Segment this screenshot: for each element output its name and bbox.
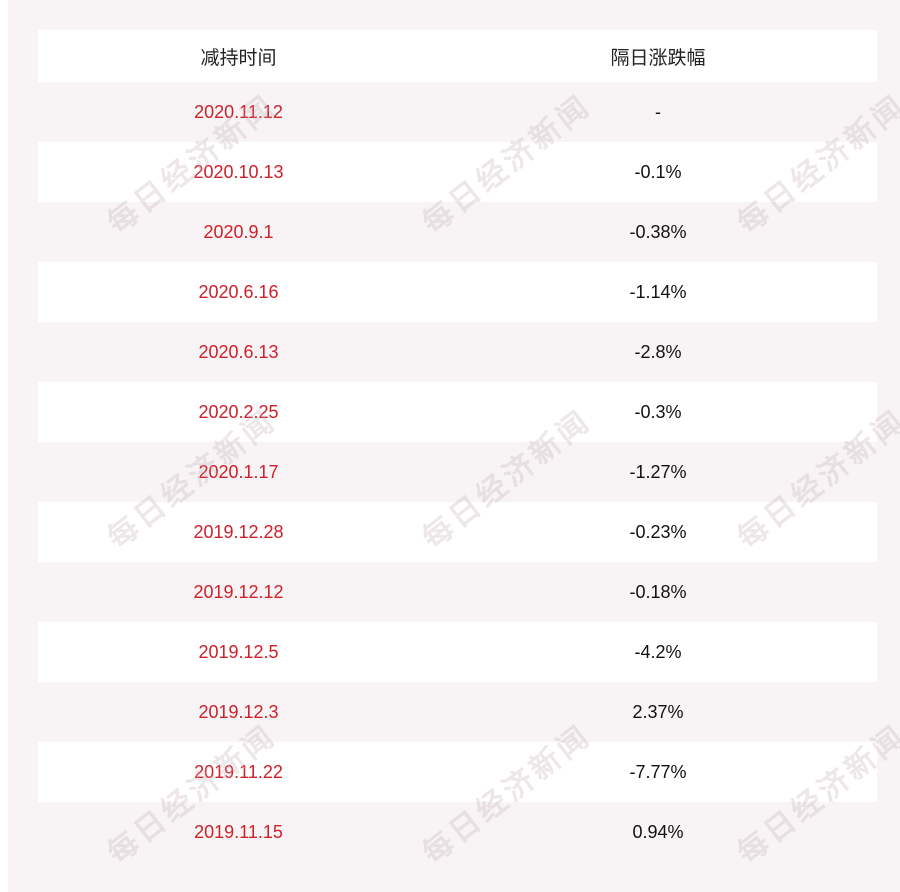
column-header-change: 隔日涨跌幅 <box>610 47 706 69</box>
column-header-date: 减持时间 <box>200 47 277 69</box>
reduction-date-cell: 2020.2.25 <box>198 401 279 422</box>
table-row: 2020.6.16 -1.14% <box>38 262 877 322</box>
holding-reduction-table: 减持时间 隔日涨跌幅 2020.11.12-2020.10.13 -0.1% 202… <box>38 30 877 862</box>
table-row: 2020.11.12 - <box>38 82 877 142</box>
next-day-change-cell: -0.3% <box>634 401 682 422</box>
table-row: 2019.12.3 2.37% <box>38 682 877 742</box>
next-day-change-cell: -0.38% <box>629 221 687 242</box>
reduction-date-cell: 2019.12.5 <box>198 641 279 662</box>
reduction-date-cell: 2020.6.16 <box>198 281 279 302</box>
table-row: 2019.12.28 -0.23% <box>38 502 877 562</box>
next-day-change-cell: -1.14% <box>629 281 687 302</box>
next-day-change-cell: 2.37% <box>632 701 684 722</box>
next-day-change-cell: -4.2% <box>634 641 682 662</box>
table-row: 2019.12.12 -0.18% <box>38 562 877 622</box>
reduction-date-cell: 2019.12.28 <box>193 521 284 542</box>
reduction-date-cell: 2019.11.22 <box>194 761 283 782</box>
reduction-date-cell: 2020.11.12 <box>194 101 283 122</box>
next-day-change-cell: -1.27% <box>629 461 687 482</box>
next-day-change-cell: 0.94% <box>632 821 684 842</box>
table-row: 2020.10.13 -0.1% <box>38 142 877 202</box>
next-day-change-cell: -0.23% <box>629 521 687 542</box>
table-row: 2020.2.25 -0.3% <box>38 382 877 442</box>
table-row: 2020.1.17 -1.27% <box>38 442 877 502</box>
table-row: 2019.11.22 -7.77% <box>38 742 877 802</box>
table-row: 2020.9.1 -0.38% <box>38 202 877 262</box>
table-header-row: 减持时间 隔日涨跌幅 <box>38 30 877 82</box>
reduction-date-cell: 2019.12.12 <box>193 581 284 602</box>
next-day-change-cell: -0.1% <box>634 161 682 182</box>
table-row: 2019.12.5 -4.2% <box>38 622 877 682</box>
next-day-change-cell: -7.77% <box>629 761 687 782</box>
reduction-date-cell: 2019.12.3 <box>198 701 279 722</box>
next-day-change-cell: - <box>655 101 661 122</box>
reduction-date-cell: 2020.6.13 <box>198 341 279 362</box>
content-panel: 减持时间 隔日涨跌幅 2020.11.12-2020.10.13 -0.1% 202… <box>8 0 900 892</box>
reduction-date-cell: 2020.10.13 <box>193 161 284 182</box>
reduction-date-cell: 2020.9.1 <box>203 221 274 242</box>
reduction-date-cell: 2019.11.15 <box>194 821 283 842</box>
next-day-change-cell: -0.18% <box>629 581 687 602</box>
reduction-date-cell: 2020.1.17 <box>198 461 279 482</box>
table-row: 2019.11.15 0.94% <box>38 802 877 862</box>
table-row: 2020.6.13 -2.8% <box>38 322 877 382</box>
next-day-change-cell: -2.8% <box>634 341 682 362</box>
